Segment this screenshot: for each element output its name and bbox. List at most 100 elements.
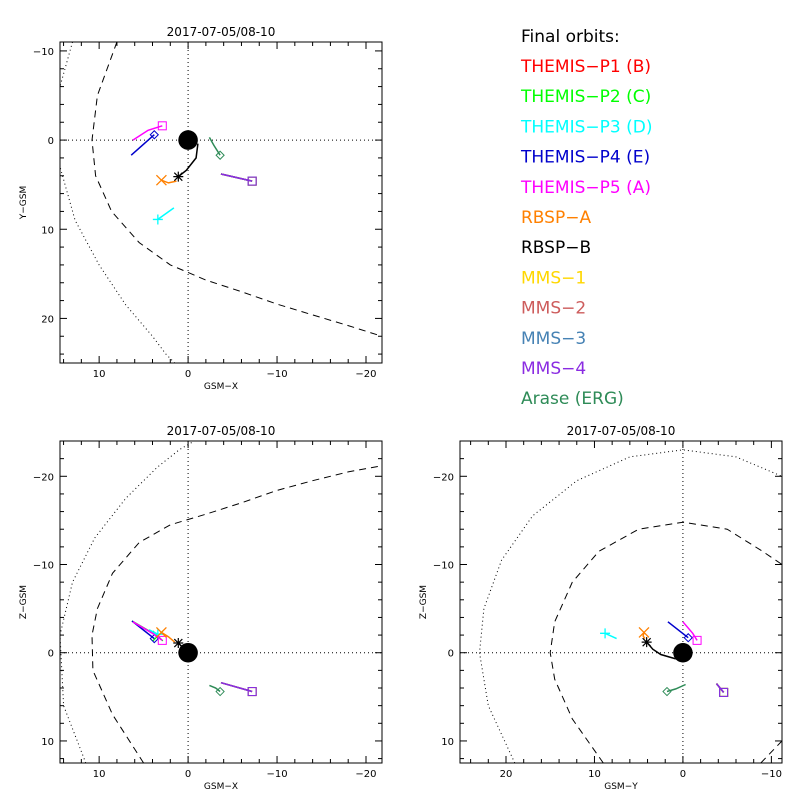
orbit-themis-p4-e xyxy=(130,134,155,156)
marker-mms-4 xyxy=(247,176,257,186)
marker-mms-4 xyxy=(247,687,257,697)
marker-rbsp-a xyxy=(155,626,167,638)
y-tick-label: 0 xyxy=(48,649,54,660)
panel-title: 2017-07-05/08-10 xyxy=(567,424,676,438)
orbit-themis-p4-e xyxy=(667,621,689,639)
legend-entry: THEMIS−P4 (E) xyxy=(520,148,650,168)
marker-rbsp-b xyxy=(173,638,184,649)
legend-entry: THEMIS−P3 (D) xyxy=(520,117,652,137)
plot-frame xyxy=(59,440,383,764)
marker-themis-p3-d xyxy=(152,214,163,225)
marker-mms-3 xyxy=(247,687,257,697)
orbit-rbsp-a xyxy=(161,179,177,184)
x-tick-label: 20 xyxy=(500,769,513,780)
y-axis-label: Z−GSM xyxy=(419,585,429,619)
x-axis-label: GSM−X xyxy=(204,782,238,792)
y-tick-label: 0 xyxy=(48,136,54,147)
legend-entry: MMS−2 xyxy=(521,299,586,319)
marker-themis-p5-a xyxy=(157,121,167,131)
earth-icon xyxy=(178,642,198,663)
x-tick-label: 0 xyxy=(680,769,686,780)
y-tick-label: 20 xyxy=(41,314,54,325)
panel-2: 2017-07-05/08-10 10 0 −10 −20 10 0 −10 −20 GSM−X Z… xyxy=(19,424,383,792)
legend-entry: MMS−1 xyxy=(521,268,586,288)
panel-title: 2017-07-05/08-10 xyxy=(167,424,276,438)
marker-themis-p5-a xyxy=(692,635,702,645)
legend-entry: THEMIS−P2 (C) xyxy=(520,87,651,107)
marker-themis-p3-d xyxy=(600,628,611,639)
legend-entry: MMS−4 xyxy=(521,359,586,379)
y-axis-label: Y−GSM xyxy=(19,186,29,221)
marker-rbsp-b xyxy=(641,637,652,648)
legend-entry: Arase (ERG) xyxy=(521,389,624,409)
orbit-rbsp-a xyxy=(161,631,176,643)
orbit-mms-4 xyxy=(220,681,253,693)
orbit-rbsp-b xyxy=(177,143,199,178)
orbit-themis-p3-d xyxy=(604,632,617,640)
x-tick-label: 10 xyxy=(588,769,601,780)
marker-themis-p4-e xyxy=(149,130,159,140)
legend-entry: MMS−3 xyxy=(521,329,586,349)
y-tick-label: −10 xyxy=(433,561,454,572)
plot-frame xyxy=(59,41,383,364)
bow-shock-curve xyxy=(478,449,782,763)
marker-arase-erg xyxy=(662,686,672,697)
magnetopause-curve xyxy=(91,42,382,337)
legend-entry: THEMIS−P5 (A) xyxy=(520,178,651,198)
marker-mms-2 xyxy=(247,687,257,697)
panel-3: 2017-07-05/08-10 20 10 0 −10 10 0 −10 −20 GSM−Y Z−… xyxy=(419,424,783,792)
orbit-arase-erg xyxy=(209,684,221,693)
orbit-themis-p3-d xyxy=(157,207,175,221)
marker-themis-p5-a xyxy=(157,635,167,645)
y-tick-label: −20 xyxy=(33,472,54,483)
bow-shock-curve xyxy=(60,42,176,363)
orbit-themis-p5-a xyxy=(132,621,163,642)
x-tick-label: −10 xyxy=(761,769,782,780)
legend-entry: RBSP−B xyxy=(521,238,591,258)
panel-1: 2017-07-05/08-10 10 0 −10 −20 −10 0 10 20 GSM−X Y−… xyxy=(19,25,383,392)
marker-rbsp-a xyxy=(638,626,650,638)
y-tick-label: −10 xyxy=(33,561,54,572)
marker-mms-4 xyxy=(719,687,729,697)
magnetopause-upper-right-curve xyxy=(760,740,782,763)
x-axis-label: GSM−X xyxy=(204,382,238,392)
x-axis-label: GSM−Y xyxy=(604,782,638,792)
x-tick-label: 0 xyxy=(185,369,191,380)
x-tick-label: 0 xyxy=(185,769,191,780)
marker-themis-p1-b xyxy=(247,687,257,697)
marker-rbsp-b xyxy=(173,171,184,182)
legend-title: Final orbits: xyxy=(521,27,620,47)
earth-icon xyxy=(178,130,198,150)
orbit-arase-erg xyxy=(208,137,221,156)
x-tick-label: −10 xyxy=(266,369,287,380)
y-tick-label: 10 xyxy=(441,737,454,748)
y-tick-label: 10 xyxy=(41,225,54,236)
earth-icon xyxy=(673,642,693,663)
marker-themis-p4-e xyxy=(683,633,693,643)
marker-rbsp-a xyxy=(155,174,167,186)
orbit-themis-p3-d xyxy=(148,629,159,635)
orbit-themis-p5-a xyxy=(682,621,698,641)
orbit-rbsp-b xyxy=(646,641,677,660)
y-tick-label: 0 xyxy=(448,649,454,660)
x-tick-label: −10 xyxy=(266,769,287,780)
x-tick-label: 10 xyxy=(93,769,106,780)
y-tick-label: 10 xyxy=(41,737,54,748)
y-axis-label: Z−GSM xyxy=(19,585,29,619)
marker-arase-erg xyxy=(215,150,225,160)
magnetopause-curve xyxy=(549,521,782,763)
y-tick-label: −20 xyxy=(433,472,454,483)
legend-entry: RBSP−A xyxy=(521,208,591,228)
panel-title: 2017-07-05/08-10 xyxy=(167,25,276,39)
magnetopause-curve xyxy=(91,465,382,763)
orbit-mms-4 xyxy=(220,173,253,182)
x-tick-label: 10 xyxy=(93,369,106,380)
legend: Final orbits: THEMIS−P1 (B) THEMIS−P2 (C)… xyxy=(520,27,652,409)
orbit-themis-p5-a xyxy=(132,125,163,141)
y-tick-label: −10 xyxy=(33,47,54,58)
bow-shock-curve xyxy=(60,441,195,763)
x-tick-label: −20 xyxy=(355,369,376,380)
legend-entry: THEMIS−P1 (B) xyxy=(520,57,651,77)
plot-frame xyxy=(459,440,783,764)
